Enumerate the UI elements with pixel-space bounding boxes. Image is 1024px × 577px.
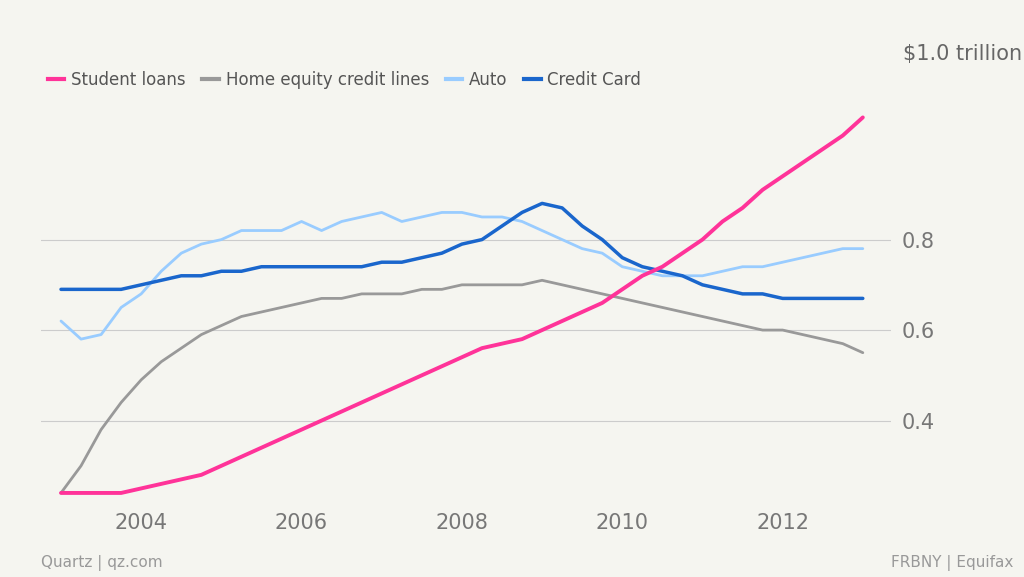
Text: Quartz | qz.com: Quartz | qz.com: [41, 555, 163, 571]
Text: FRBNY | Equifax: FRBNY | Equifax: [891, 555, 1014, 571]
Text: $1.0 trillion: $1.0 trillion: [903, 44, 1023, 64]
Legend: Student loans, Home equity credit lines, Auto, Credit Card: Student loans, Home equity credit lines,…: [41, 65, 648, 96]
